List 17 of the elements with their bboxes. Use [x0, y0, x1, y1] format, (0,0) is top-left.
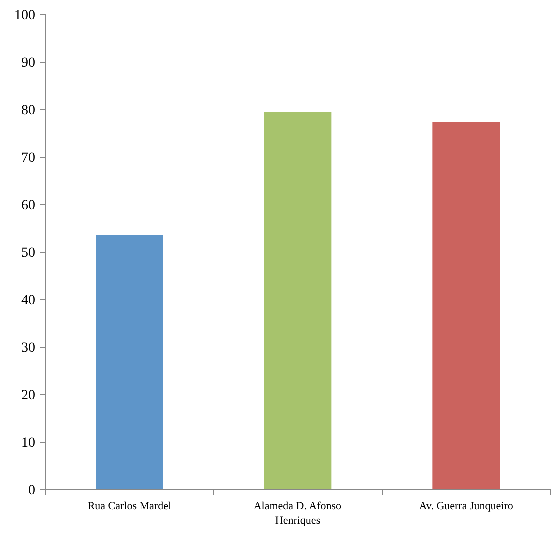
y-tick-label: 30	[22, 341, 36, 356]
y-tick-label: 100	[14, 8, 36, 24]
x-tick-label: Rua Carlos Mardel	[88, 500, 172, 512]
y-tick-label: 20	[22, 388, 36, 404]
x-tick-label: Alameda D. Afonso Henriques	[254, 500, 342, 527]
bar	[432, 122, 500, 490]
bar	[96, 235, 164, 490]
bar	[264, 112, 332, 490]
y-tick-label: 10	[22, 436, 36, 451]
y-tick-label: 40	[22, 294, 36, 308]
y-tick-label: 70	[22, 151, 36, 166]
x-tick-label: Av. Guerra Junqueiro	[419, 500, 514, 512]
y-tick-label: 50	[22, 246, 36, 261]
y-tick-label: 80	[22, 104, 36, 118]
y-tick-label: 0	[28, 484, 36, 498]
y-tick-label: 60	[22, 198, 36, 214]
y-tick-label: 90	[22, 56, 36, 71]
